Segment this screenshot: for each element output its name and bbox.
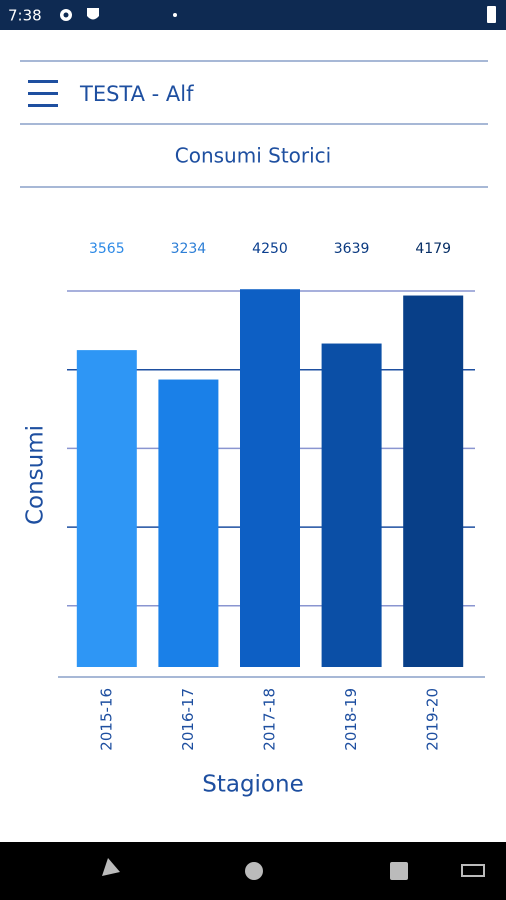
bar: [403, 295, 464, 667]
dot-icon: [173, 13, 177, 17]
home-button[interactable]: [245, 862, 263, 880]
chart: 3565 2015-16 3234 2016-17 4250 2017-18 3639 201…: [23, 241, 485, 798]
x-tick-label: 2016-17: [179, 688, 197, 751]
x-tick-label: 2015-16: [97, 688, 115, 751]
menu-button[interactable]: [28, 80, 58, 107]
value-label: 3565: [89, 241, 125, 257]
status-time: 7:38: [8, 7, 42, 25]
menu-bar: [28, 104, 58, 107]
bar: [76, 350, 137, 667]
back-button[interactable]: [102, 858, 120, 876]
x-tick-label: 2017-18: [261, 688, 279, 751]
battery-icon: [487, 6, 496, 23]
status-bar: [0, 0, 506, 30]
menu-bar: [28, 80, 58, 83]
value-label: 3639: [334, 241, 370, 257]
settings-icon-hole: [63, 12, 69, 18]
value-label: 4250: [252, 241, 288, 257]
bar: [240, 289, 300, 667]
y-axis-title: Consumi: [23, 425, 49, 525]
x-axis-title: Stagione: [202, 772, 304, 798]
recents-button[interactable]: [390, 862, 408, 880]
bar: [158, 379, 219, 667]
shield-icon: [87, 8, 99, 20]
bar: [321, 343, 382, 667]
header-title: TESTA - Alf: [79, 82, 194, 106]
keyboard-button[interactable]: [461, 864, 485, 877]
x-tick-label: 2019-20: [424, 688, 442, 751]
menu-bar: [28, 92, 58, 95]
value-label: 3234: [171, 241, 207, 257]
page-title: Consumi Storici: [175, 144, 331, 168]
value-label: 4179: [415, 241, 451, 257]
x-tick-label: 2018-19: [342, 688, 360, 751]
